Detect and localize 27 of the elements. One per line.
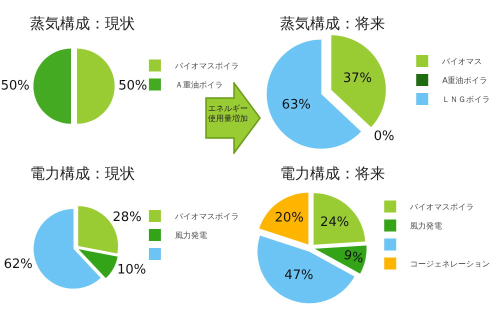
legend-label: Ａ重油ボイラ bbox=[174, 80, 223, 90]
chart-title: 電力構成：将来 bbox=[280, 164, 385, 182]
legend-label: コージェネレーション bbox=[410, 260, 490, 269]
data-label: 37% bbox=[342, 71, 372, 86]
legend-label: 風力発電 bbox=[174, 231, 207, 240]
chart-title: 蒸気構成：将来 bbox=[280, 14, 385, 32]
text: 0% bbox=[374, 129, 394, 144]
legend-label: バイオマスボイラ bbox=[174, 62, 239, 71]
chart-title: 電力構成：現状 bbox=[30, 164, 135, 182]
data-label: 63% bbox=[282, 98, 311, 112]
data-label: 50% bbox=[118, 78, 148, 94]
data-label: 10% bbox=[117, 262, 146, 278]
data-label: 50% bbox=[0, 78, 30, 94]
legend-label: 風力発電 bbox=[410, 222, 442, 231]
legend-label: バイオマス bbox=[441, 57, 482, 66]
legend-label: バイオマスボイラ bbox=[174, 212, 239, 222]
chart-title: 蒸気構成：現状 bbox=[30, 14, 135, 32]
text: エネルギー使用量増加 bbox=[208, 104, 249, 124]
data-label: 28% bbox=[112, 210, 142, 226]
data-label: 20% bbox=[274, 210, 304, 226]
legend-label: A重油ボイラ bbox=[442, 76, 488, 86]
data-label: 47% bbox=[284, 268, 314, 283]
legend-label: バイオマスボイラ bbox=[409, 202, 474, 212]
data-label: 24% bbox=[320, 214, 350, 230]
data-label: 62% bbox=[4, 257, 33, 272]
data-label: 9% bbox=[342, 246, 366, 266]
legend-label: ＬＮＧボイラ bbox=[442, 95, 490, 104]
